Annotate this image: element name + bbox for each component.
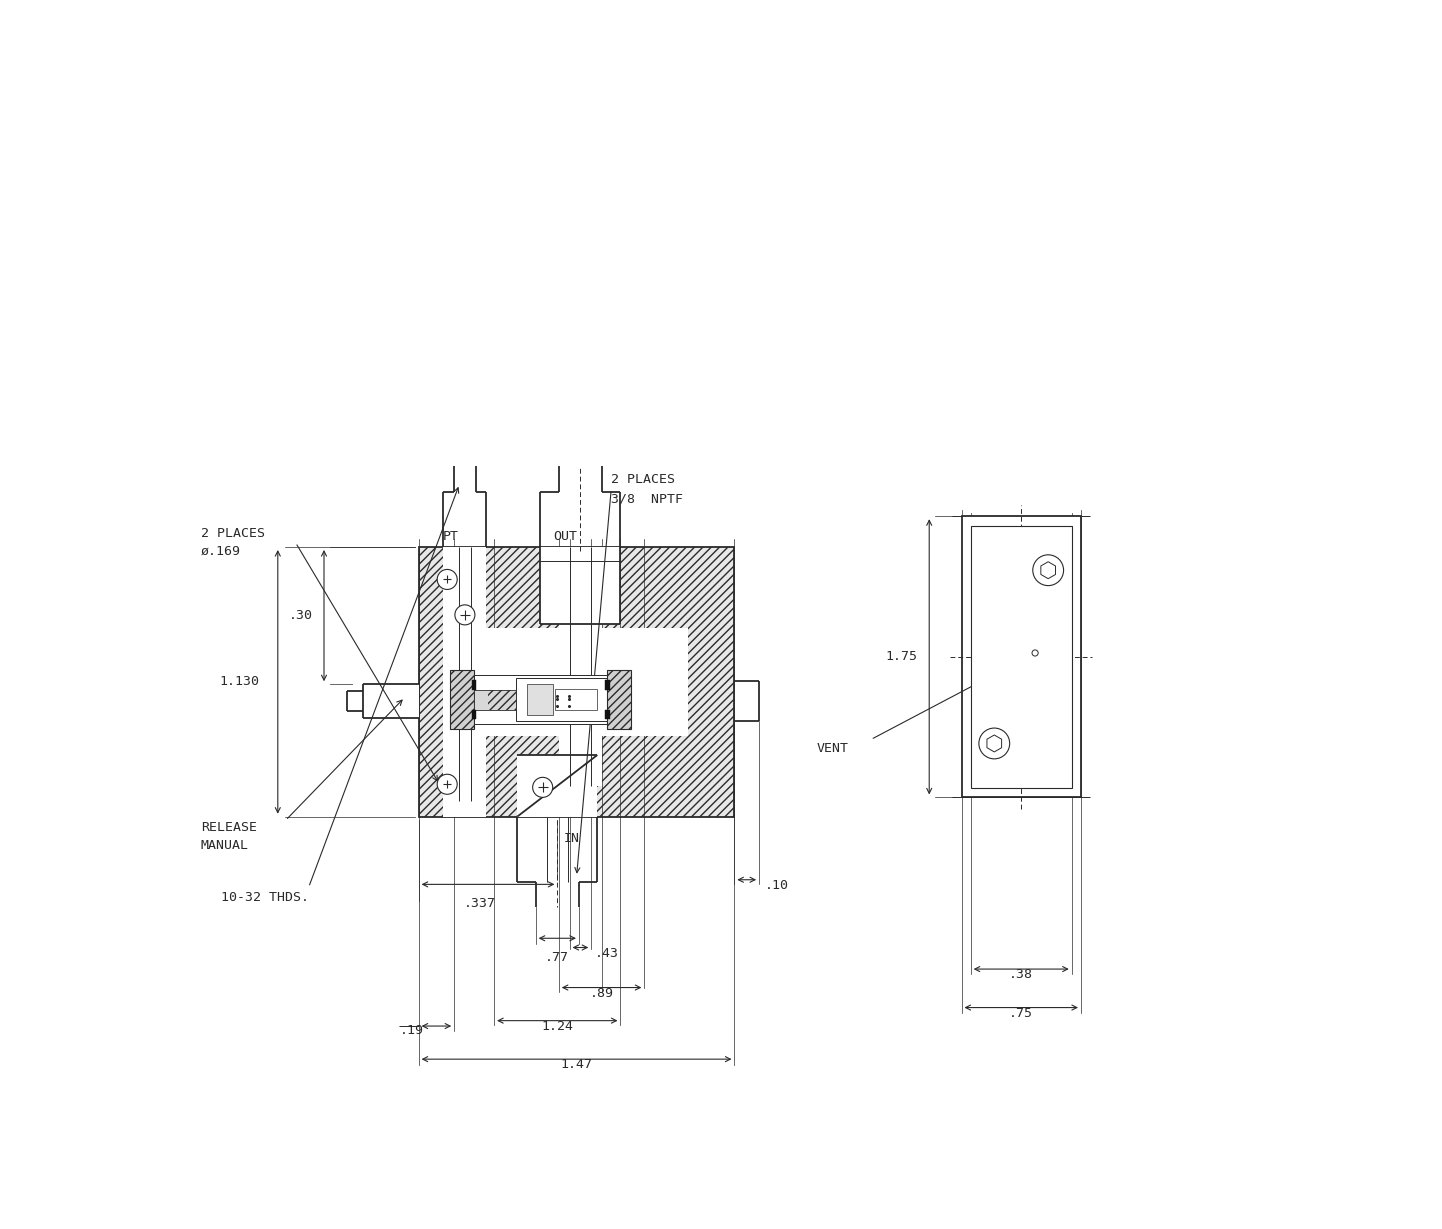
Bar [450,628,688,736]
Circle shape [437,569,457,590]
Bar [516,678,607,721]
Bar [606,709,610,719]
Text: 1.47: 1.47 [561,1058,593,1072]
Bar [526,685,554,715]
Bar [962,516,1082,798]
Text: .30: .30 [288,610,313,622]
Text: IN: IN [564,832,580,844]
Text: MANUAL: MANUAL [200,839,249,853]
Circle shape [454,605,474,624]
Text: .38: .38 [1009,968,1034,982]
Circle shape [532,777,552,798]
Text: 1.24: 1.24 [541,1020,574,1034]
Bar [418,547,734,816]
Bar [487,689,516,709]
Bar [555,688,597,710]
Text: .77: .77 [545,951,570,965]
Text: .89: .89 [590,987,614,1000]
Bar [450,670,474,729]
Text: VENT: VENT [816,742,849,756]
Text: PT: PT [443,530,459,543]
Bar [474,675,607,724]
Bar [607,670,632,729]
Bar [559,594,601,785]
Text: OUT: OUT [554,530,577,543]
Bar [541,547,620,624]
Text: 10-32 THDS.: 10-32 THDS. [221,891,309,905]
Bar [607,670,632,729]
Text: .75: .75 [1009,1007,1034,1020]
Bar [472,709,476,719]
Text: 2 PLACES: 2 PLACES [611,473,675,485]
Bar [443,547,486,816]
Bar [970,526,1071,788]
Bar [518,755,597,816]
Text: RELEASE: RELEASE [200,821,257,834]
Bar [474,689,516,709]
Bar [418,547,734,816]
Text: ø.169: ø.169 [200,544,241,558]
Bar [353,685,418,718]
Bar [472,681,476,689]
Text: 1.130: 1.130 [219,676,260,688]
Text: .10: .10 [764,879,789,892]
Text: .19: .19 [399,1024,424,1037]
Text: .43: .43 [596,946,620,960]
Text: 2 PLACES: 2 PLACES [200,527,265,540]
Bar [450,670,474,729]
Circle shape [437,774,457,794]
Bar [606,681,610,689]
Text: 3/8  NPTF: 3/8 NPTF [611,493,684,506]
Text: 1.75: 1.75 [885,650,917,664]
Text: .337: .337 [464,897,496,911]
